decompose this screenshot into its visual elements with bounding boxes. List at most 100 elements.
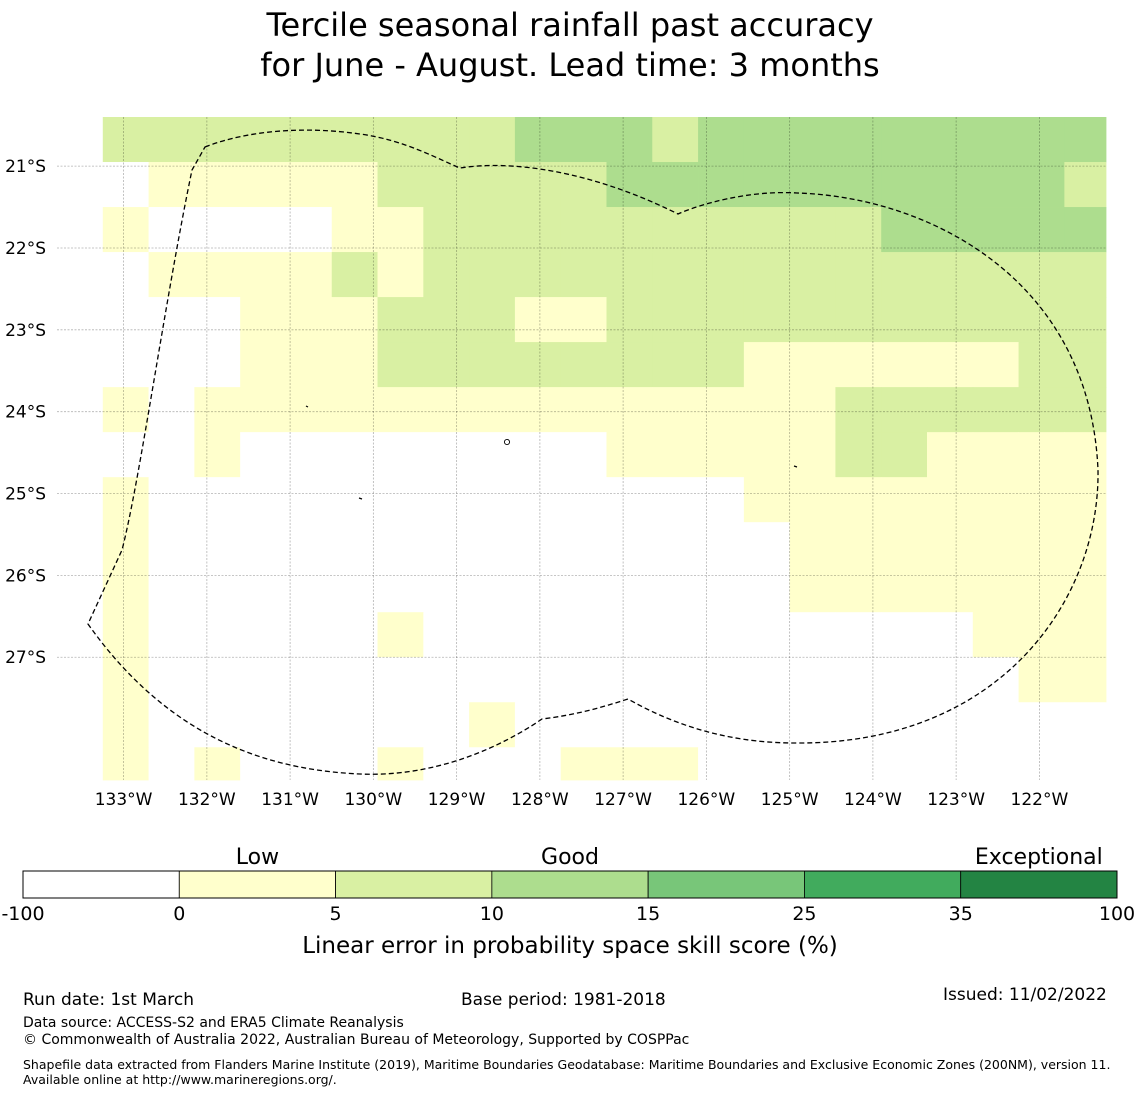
heatmap-cell [377,522,424,568]
heatmap-cell [285,432,333,478]
x-tick-label: 132°W [178,790,236,810]
heatmap-cell [377,477,424,523]
heatmap-cell [514,522,562,568]
heatmap-cell [514,207,562,253]
heatmap-cell [1018,477,1065,523]
heatmap-cell [652,342,699,388]
heatmap-cell [285,342,333,388]
heatmap-cell [606,297,653,343]
heatmap-cell [148,612,195,658]
heatmap-cell [148,747,195,781]
issued-date: Issued: 11/02/2022 [943,985,1107,1005]
heatmap-cell [560,297,607,343]
heatmap-cell [835,252,882,298]
heatmap-cell [57,162,104,208]
heatmap-cell [331,387,378,433]
heatmap-cell [57,567,104,613]
heatmap-cell [743,207,791,253]
heatmap-cell [377,432,424,478]
heatmap-cell [194,612,241,658]
heatmap-cell [469,702,516,748]
heatmap-cell [1018,387,1065,433]
heatmap-cell [972,297,1019,343]
heatmap-cell [881,252,928,298]
heatmap-cell [377,252,424,298]
colorbar-tick-label: 10 [480,903,504,925]
heatmap-cell [102,702,149,748]
heatmap-cell [514,702,562,748]
heatmap-cell [972,342,1019,388]
heatmap-cell [102,252,149,298]
heatmap-cell [423,657,470,703]
heatmap-cell [57,297,104,343]
y-tick-label: 26°S [5,566,46,586]
heatmap-cell [927,252,974,298]
x-tick-label: 126°W [677,790,735,810]
heatmap-cell [698,162,745,208]
heatmap-cell [102,342,149,388]
heatmap-cell [652,117,699,163]
heatmap-cell [469,432,516,478]
x-tick-label: 133°W [95,790,153,810]
heatmap-cell [698,747,745,781]
heatmap-cell [881,477,928,523]
heatmap-cell [102,162,149,208]
heatmap-cell [560,432,607,478]
y-tick-label: 23°S [5,321,46,341]
heatmap-cell [835,207,882,253]
heatmap-cell [743,162,791,208]
heatmap-cell [652,387,699,433]
heatmap-cell [789,612,836,658]
heatmap-cell [652,477,699,523]
heatmap-cell [423,477,470,523]
heatmap-cell [972,612,1019,658]
heatmap-cell [560,252,607,298]
heatmap-cell [102,207,149,253]
heatmap-cell [652,297,699,343]
y-tick-label: 21°S [5,157,46,177]
heatmap-cell [514,567,562,613]
heatmap-cell [331,657,378,703]
heatmap-cell [57,522,104,568]
heatmap-cell [789,432,836,478]
heatmap-cell [285,387,333,433]
heatmap-cell [57,387,104,433]
heatmap-cell [606,432,653,478]
colorbar-swatch [491,870,649,899]
heatmap-cell [148,342,195,388]
heatmap-cell [606,477,653,523]
heatmap-cell [789,387,836,433]
heatmap-cell [560,567,607,613]
heatmap-cell [331,612,378,658]
heatmap-cell [560,747,607,781]
heatmap-cell [743,522,791,568]
heatmap-cell [881,612,928,658]
heatmap-cell [148,252,195,298]
heatmap-cell [789,747,836,781]
colorbar-label: Linear error in probability space skill … [302,933,838,959]
colorbar-tick-label: 25 [792,903,816,925]
x-tick-label: 129°W [428,790,486,810]
heatmap-cell [285,702,333,748]
heatmap-cell [469,612,516,658]
heatmap-cell [331,297,378,343]
heatmap-cell [377,612,424,658]
heatmap-cell [240,522,287,568]
heatmap-cell [881,387,928,433]
copyright: © Commonwealth of Australia 2022, Austra… [23,1032,690,1048]
colorbar: -100 0 5 10 15 25 35 100 Low Good Exceptional Linea… [1,845,1135,959]
heatmap-cell [469,252,516,298]
heatmap-cell [423,387,470,433]
heatmap-cell [835,387,882,433]
colorbar-swatch [178,870,336,899]
heatmap-cell [927,432,974,478]
heatmap-cell [1018,657,1065,703]
heatmap-cell [698,432,745,478]
heatmap-cell [927,702,974,748]
heatmap-cell [148,432,195,478]
colorbar-tick-label: 0 [173,903,185,925]
heatmap-cell [881,747,928,781]
island-markers [305,405,798,500]
heatmap-cell [194,342,241,388]
heatmap-cell [102,657,149,703]
